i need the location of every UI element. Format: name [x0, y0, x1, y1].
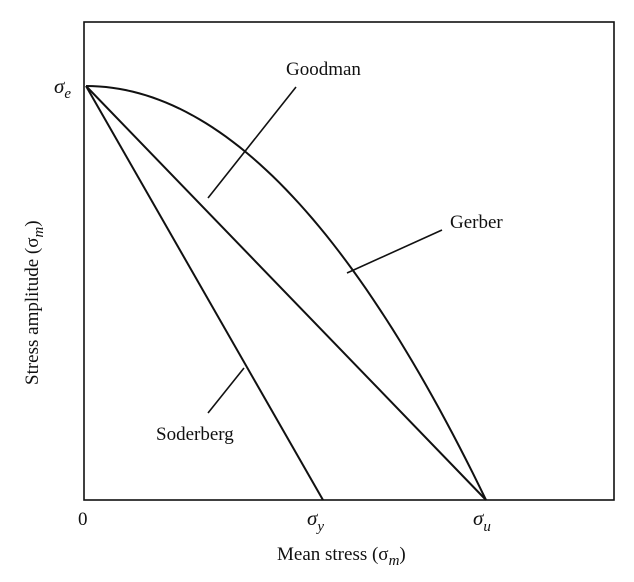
- gerber-curve: [85, 85, 487, 501]
- y-axis-title: Stress amplitude (σm): [22, 220, 47, 385]
- origin-label: 0: [78, 509, 88, 530]
- soderberg-line: [85, 85, 324, 501]
- x-axis-title: Mean stress (σm): [277, 544, 406, 569]
- goodman-leader: [207, 86, 297, 199]
- sigma-e-label: σe: [54, 74, 71, 102]
- soderberg-leader: [207, 367, 245, 414]
- goodman-label: Goodman: [286, 59, 361, 80]
- goodman-line: [85, 85, 487, 501]
- plot-frame: [83, 21, 615, 501]
- sigma-y-label: σy: [307, 506, 324, 535]
- gerber-leader: [346, 229, 443, 274]
- soderberg-label: Soderberg: [156, 424, 234, 445]
- sigma-u-label: σu: [473, 506, 491, 535]
- gerber-label: Gerber: [450, 212, 503, 233]
